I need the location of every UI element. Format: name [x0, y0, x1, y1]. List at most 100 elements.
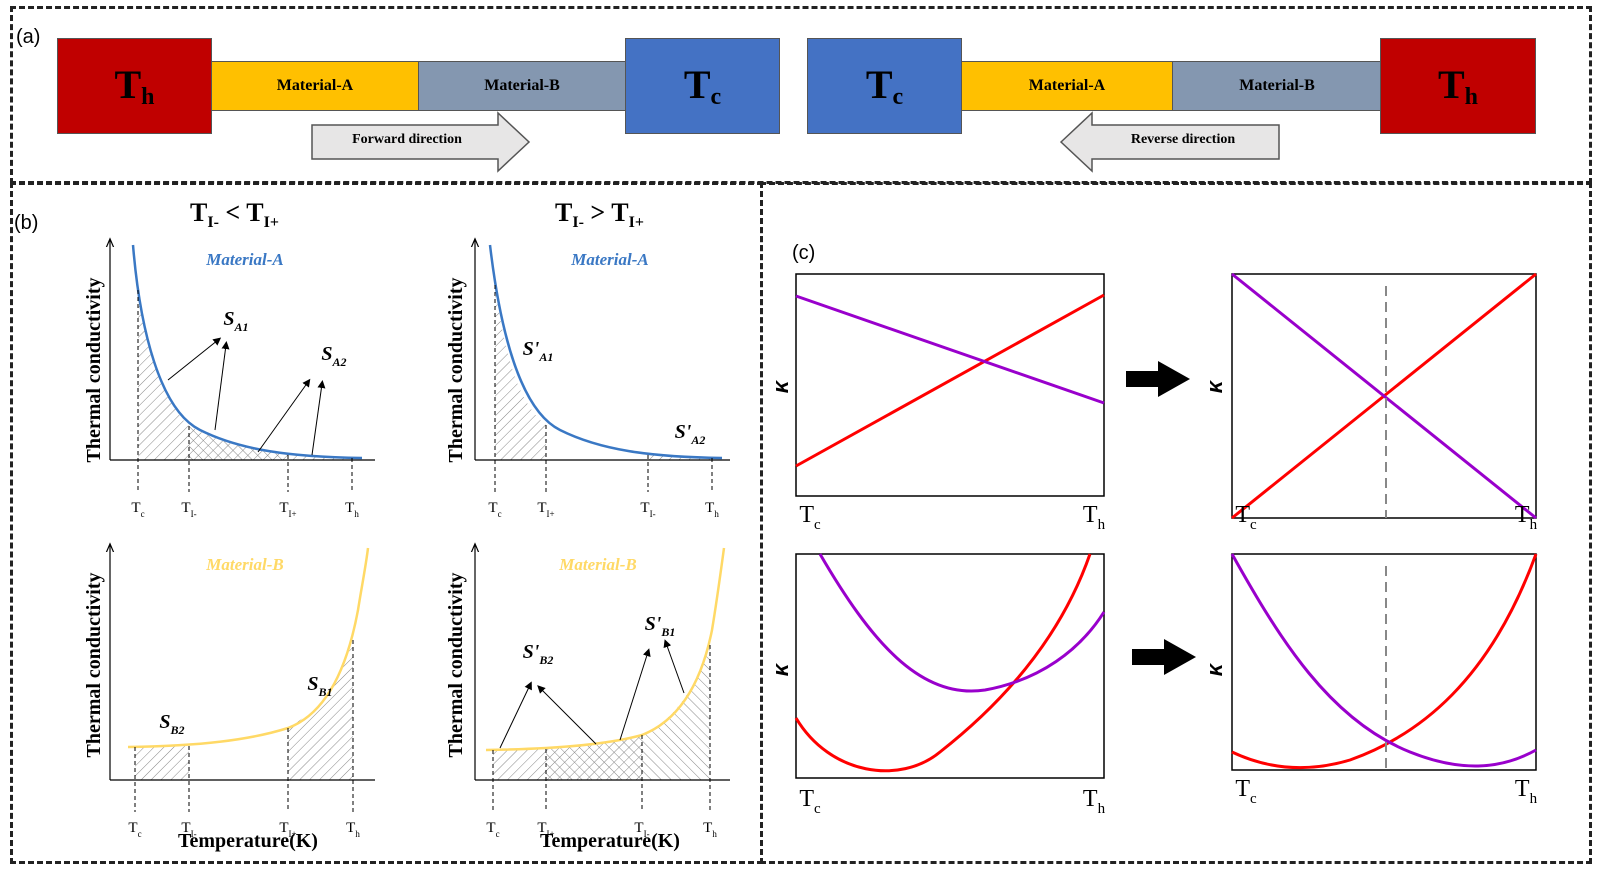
tc-label-tl: Tc: [799, 502, 821, 533]
cold-reservoir-left: Tc: [625, 38, 780, 134]
line-red-ctl: [795, 293, 1105, 468]
line-purple-ctr: [1231, 272, 1537, 520]
panel-b-plots: Thermal conductivity Thermal conductivit…: [83, 0, 730, 852]
material-a-label-tr: Material-A: [570, 250, 648, 269]
area-label-tr-0: S'A1: [523, 338, 554, 364]
curve-material-b-bl: [127, 547, 370, 749]
hot-reservoir-right: Th: [1380, 38, 1536, 134]
tick-tl-0: Tc: [131, 500, 144, 519]
tick-bl-1: TI-: [181, 820, 196, 839]
tick-bl-0: Tc: [128, 820, 141, 839]
curve-purple-cbr: [1230, 553, 1537, 768]
area-br-b2: [493, 749, 546, 780]
tick-br-3: Th: [703, 820, 717, 839]
kappa-cbl: κ: [768, 662, 793, 676]
tick-tr-2: TI-: [640, 500, 655, 519]
reverse-direction-label: Reverse direction: [1130, 132, 1236, 147]
transition-arrow-top: [1126, 361, 1190, 397]
panel-b-label: (b): [14, 212, 39, 234]
th-label-br: Th: [1515, 776, 1538, 807]
curve-purple-cbl: [818, 553, 1106, 693]
area-tr-a1: [495, 285, 546, 460]
column-title-greater: TI- > TI+: [555, 198, 644, 232]
ylabel-tr: Thermal conductivity: [445, 278, 467, 463]
plot-top-right: [475, 240, 730, 492]
material-b-right-label: Material-B: [1239, 77, 1315, 94]
pointer-a2-2: [311, 380, 326, 456]
area-bl-b1: [288, 640, 353, 780]
tick-bl-2: TI+: [279, 820, 296, 839]
tick-tl-2: TI+: [279, 500, 296, 519]
hot-reservoir-right-label: Th: [1437, 62, 1479, 110]
tick-tl-3: Th: [345, 500, 359, 519]
area-label-bl-1: SB2: [159, 711, 184, 737]
xlabel-right: Temperature(K): [540, 830, 680, 852]
area-label-br-1: S'B2: [523, 641, 554, 667]
plot-c-top-right: [1231, 272, 1537, 520]
tick-labels-b: Tc TI- TI+ Th Tc TI+ TI- Th Tc TI- TI+ Th Tc TI+ TI- Th: [128, 500, 719, 839]
cold-reservoir-right: Tc: [807, 38, 962, 134]
xlabel-left: Temperature(K): [178, 830, 318, 852]
reverse-direction-arrow: [1059, 111, 1280, 173]
th-label-tl: Th: [1083, 502, 1106, 533]
pointer-a1-2: [214, 341, 230, 431]
cold-reservoir-left-label: Tc: [683, 62, 722, 110]
pointer-b2-2: [537, 685, 597, 745]
area-tl-overlap: [189, 426, 288, 460]
tc-label-br: Tc: [1235, 776, 1257, 807]
curve-red-cbr: [1231, 553, 1538, 770]
ylabel-bl: Thermal conductivity: [83, 573, 105, 758]
th-label-tr: Th: [1515, 502, 1538, 533]
tc-label-tr: Tc: [1235, 502, 1257, 533]
area-label-tl-1: SA2: [321, 343, 346, 369]
tick-tl-1: TI-: [181, 500, 196, 519]
c-tick-labels: Tc Tc Tc Tc Th Th Th Th: [799, 502, 1537, 817]
area-label-tr-1: S'A2: [675, 421, 706, 447]
pointer-b2-1: [499, 681, 532, 749]
plot-c-bottom-right: [1230, 553, 1538, 771]
material-a-right: Material-A: [961, 61, 1173, 111]
plot-bottom-right: [475, 545, 730, 812]
area-label-tl-0: SA1: [223, 308, 248, 334]
material-a-left: Material-A: [211, 61, 419, 111]
material-b-label-br: Material-B: [558, 555, 636, 574]
plot-c-top-left: [795, 273, 1105, 497]
ylabel-br: Thermal conductivity: [445, 573, 467, 758]
column-title-less: TI- < TI+: [190, 198, 279, 232]
pointer-b1-1: [619, 648, 651, 741]
material-a-right-label: Material-A: [1028, 77, 1106, 94]
area-labels-b: SA1 SA2 S'A1 S'A2 SB1 SB2 S'B1 S'B2: [159, 308, 705, 737]
pointer-b1-2: [663, 639, 685, 694]
th-label-bl: Th: [1083, 786, 1106, 817]
tick-tr-0: Tc: [488, 500, 501, 519]
panel-c-plots: κ κ κ κ Tc Tc Tc Tc Th Th Th Th: [768, 272, 1538, 817]
kappa-ctl: κ: [768, 379, 793, 393]
tc-label-bl: Tc: [799, 786, 821, 817]
tick-br-1: TI+: [537, 820, 554, 839]
cold-reservoir-right-label: Tc: [865, 62, 904, 110]
area-tl-a1: [138, 290, 189, 460]
material-a-label-tl: Material-A: [205, 250, 283, 269]
tick-bl-3: Th: [346, 820, 360, 839]
pointer-a2-1: [257, 378, 311, 453]
curve-red-cbl: [794, 553, 1092, 773]
material-b-left-label: Material-B: [484, 77, 560, 94]
panel-c-frame: [760, 182, 1592, 864]
hot-reservoir-left-label: Th: [114, 62, 155, 110]
kappa-ctr: κ: [1202, 379, 1227, 393]
tick-tr-1: TI+: [537, 500, 554, 519]
curve-material-a-tr: [488, 244, 723, 460]
transition-arrow-bottom: [1132, 639, 1196, 675]
tick-br-2: TI-: [634, 820, 649, 839]
material-a-left-label: Material-A: [276, 77, 354, 94]
kappa-cbr: κ: [1202, 662, 1227, 676]
material-b-left: Material-B: [418, 61, 626, 111]
ylabel-tl: Thermal conductivity: [83, 278, 105, 463]
plot-top-left: [110, 240, 375, 492]
area-bl-b2: [135, 746, 189, 780]
material-b-right: Material-B: [1172, 61, 1382, 111]
pointer-a1-1: [167, 337, 222, 381]
area-label-br-0: S'B1: [645, 613, 676, 639]
hot-reservoir-left: Th: [57, 38, 212, 134]
panel-c-label: (c): [792, 242, 816, 264]
